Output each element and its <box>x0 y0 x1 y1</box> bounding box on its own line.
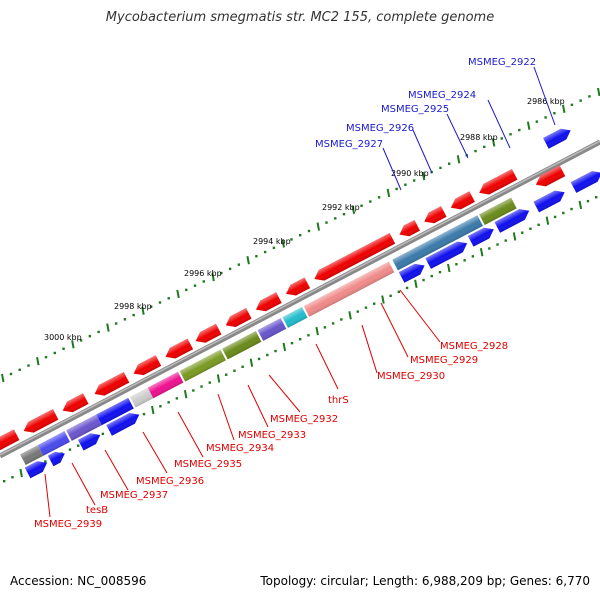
leader-line <box>380 302 409 358</box>
genome-backbone <box>0 139 600 459</box>
leader-line <box>142 431 168 474</box>
leader-line <box>533 66 556 126</box>
gene-label-MSMEG_2926: MSMEG_2926 <box>346 123 414 134</box>
gene-label-MSMEG_2936: MSMEG_2936 <box>136 476 204 487</box>
ruler-labels: 2986 kbp 2988 kbp 2990 kbp 2992 kbp 2994… <box>44 97 565 342</box>
leader-line <box>382 147 402 191</box>
gene-label-MSMEG_2930: MSMEG_2930 <box>377 371 445 382</box>
ruler-label-2992: 2992 kbp <box>322 203 360 212</box>
leader-line <box>399 289 441 343</box>
leader-line <box>247 384 269 428</box>
leader-line <box>361 324 378 374</box>
ruler-label-2988: 2988 kbp <box>460 133 498 142</box>
leader-line <box>268 374 301 413</box>
ruler-label-2996: 2996 kbp <box>184 269 222 278</box>
gene-label-MSMEG_2925: MSMEG_2925 <box>381 104 449 115</box>
gene-label-MSMEG_2928: MSMEG_2928 <box>440 341 508 352</box>
gene-label-MSMEG_2935: MSMEG_2935 <box>174 459 242 470</box>
leader-line <box>44 473 51 518</box>
leader-line <box>104 449 129 491</box>
gene-label-MSMEG_2922: MSMEG_2922 <box>468 57 536 68</box>
leader-line <box>487 99 511 149</box>
gc-content-track <box>20 197 517 465</box>
genome-stats-text: Topology: circular; Length: 6,988,209 bp… <box>260 574 590 588</box>
gene-label-MSMEG_2933: MSMEG_2933 <box>238 430 306 441</box>
map-title: Mycobacterium smegmatis str. MC2 155, co… <box>105 10 495 25</box>
ruler-label-2998: 2998 kbp <box>114 302 152 311</box>
leader-line <box>71 462 96 506</box>
gene-label-tesB: tesB <box>86 505 108 516</box>
gene-label-MSMEG_2937: MSMEG_2937 <box>100 490 168 501</box>
leader-line <box>315 343 339 390</box>
leader-line <box>177 411 204 458</box>
gene-label-MSMEG_2924: MSMEG_2924 <box>408 90 476 101</box>
ruler-ring <box>1 87 600 383</box>
gene-label-thrS: thrS <box>328 395 349 406</box>
ruler-label-3000: 3000 kbp <box>44 333 82 342</box>
gene-label-MSMEG_2939: MSMEG_2939 <box>34 519 102 530</box>
ruler-label-2986: 2986 kbp <box>527 97 565 106</box>
gene-label-MSMEG_2929: MSMEG_2929 <box>410 355 478 366</box>
reverse-gene-labels: MSMEG_2928 MSMEG_2929 MSMEG_2930 thrS MS… <box>34 289 508 530</box>
forward-strand-genes <box>24 128 600 479</box>
gene-label-MSMEG_2927: MSMEG_2927 <box>315 139 383 150</box>
leader-line <box>217 393 235 441</box>
reverse-strand-genes <box>0 169 518 454</box>
accession-text: Accession: NC_008596 <box>10 574 147 588</box>
leader-line <box>412 129 433 174</box>
forward-gene-labels: MSMEG_2922 MSMEG_2924 MSMEG_2925 MSMEG_2… <box>315 57 556 191</box>
ruler-label-2990: 2990 kbp <box>391 169 429 178</box>
ruler-label-2994: 2994 kbp <box>253 237 291 246</box>
gene-label-MSMEG_2934: MSMEG_2934 <box>206 443 274 454</box>
leader-line <box>446 113 469 159</box>
gene-label-MSMEG_2932: MSMEG_2932 <box>270 414 338 425</box>
